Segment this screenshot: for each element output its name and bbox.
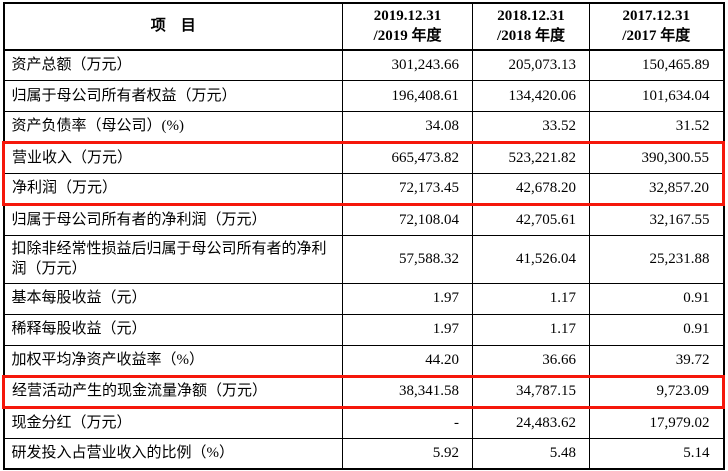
row-label: 基本每股收益（元） (3, 282, 343, 315)
row-value: 150,465.89 (589, 49, 724, 81)
table-row: 资产总额（万元） 301,243.66 205,073.13 150,465.89 (3, 49, 724, 81)
table-row: 资产负债率（母公司）(%) 34.08 33.52 31.52 (3, 111, 724, 143)
row-value: 72,173.45 (342, 173, 473, 206)
table-row: 加权平均净资产收益率（%） 44.20 36.66 39.72 (3, 344, 724, 377)
table-row: 基本每股收益（元） 1.97 1.17 0.91 (3, 282, 724, 315)
table-row: 研发投入占营业收入的比例（%） 5.92 5.48 5.14 (3, 437, 724, 470)
row-value: 301,243.66 (342, 49, 473, 81)
row-value: 1.17 (472, 282, 590, 315)
column-header-period-2019: 2019.12.31 /2019 年度 (342, 2, 473, 51)
row-label: 归属于母公司所有者的净利润（万元） (3, 204, 343, 236)
row-label: 经营活动产生的现金流量净额（万元） (2, 374, 343, 409)
row-value: 44.20 (342, 344, 473, 377)
row-value: 32,857.20 (589, 173, 725, 206)
row-label: 净利润（万元） (2, 173, 343, 206)
header-row: 项 目 2019.12.31 /2019 年度 2018.12.31 /2018… (3, 2, 724, 51)
row-value: 134,420.06 (472, 80, 590, 112)
row-value: 0.91 (589, 313, 724, 346)
table-row: 现金分红（万元） -24,483.62 17,979.02 (3, 406, 724, 439)
row-value: 34.08 (342, 111, 473, 143)
table-body: 资产总额（万元） 301,243.66 205,073.13 150,465.89 归属… (2, 49, 725, 470)
row-label: 稀释每股收益（元） (3, 313, 343, 346)
period-year: /2017 年度 (622, 28, 691, 45)
table-row: 净利润（万元） 72,173.45 42,678.20 32,857.20 (2, 173, 725, 206)
row-value: 57,588.32 (342, 235, 473, 284)
table-row: 经营活动产生的现金流量净额（万元） 38,341.58 34,787.15 9,723… (2, 374, 725, 409)
period-year: /2019 年度 (373, 28, 442, 45)
row-value: 0.91 (589, 282, 724, 315)
row-value: 32,167.55 (589, 204, 724, 236)
row-value: 34,787.15 (472, 374, 590, 409)
period-date: 2019.12.31 (373, 8, 442, 24)
row-value: 205,073.13 (472, 49, 590, 81)
row-value: 38,341.58 (342, 374, 473, 409)
row-value: 31.52 (589, 111, 724, 143)
row-value: 523,221.82 (472, 141, 590, 174)
row-value: 101,634.04 (589, 80, 724, 112)
row-value: 390,300.55 (589, 141, 725, 174)
column-header-period-2018: 2018.12.31 /2018 年度 (472, 2, 590, 51)
row-label: 扣除非经常性损益后归属于母公司所有者的净利润（万元） (3, 235, 343, 284)
row-value: 5.48 (472, 437, 590, 470)
row-value: 196,408.61 (342, 80, 473, 112)
row-value: 33.52 (472, 111, 590, 143)
table-row: 营业收入（万元） 665,473.82 523,221.82 390,300.55 (2, 141, 725, 174)
table-row: 归属于母公司所有者权益（万元） 196,408.61 134,420.06 101,6… (3, 80, 724, 112)
table-header: 项 目 2019.12.31 /2019 年度 2018.12.31 /2018… (3, 2, 724, 51)
row-label: 资产总额（万元） (3, 49, 343, 81)
row-label: 现金分红（万元） (3, 406, 343, 439)
table-row: 扣除非经常性损益后归属于母公司所有者的净利润（万元） 57,588.32 41,52… (3, 235, 724, 284)
row-label: 研发投入占营业收入的比例（%） (3, 437, 343, 470)
row-value: 665,473.82 (342, 141, 473, 174)
column-header-period-2017: 2017.12.31 /2017 年度 (589, 2, 724, 51)
period-year: /2018 年度 (497, 28, 565, 45)
row-value: 72,108.04 (342, 204, 473, 236)
row-value: 1.17 (472, 313, 590, 346)
row-value: 39.72 (589, 344, 724, 377)
row-label: 加权平均净资产收益率（%） (3, 344, 343, 377)
row-value: 1.97 (342, 282, 473, 315)
row-value: 24,483.62 (472, 406, 590, 439)
row-label: 归属于母公司所有者权益（万元） (3, 80, 343, 112)
period-date: 2017.12.31 (622, 8, 691, 24)
row-value: 17,979.02 (589, 406, 724, 439)
table-row: 归属于母公司所有者的净利润（万元） 72,108.04 42,705.61 32,16… (3, 204, 724, 236)
column-header-item: 项 目 (3, 2, 343, 51)
period-date: 2018.12.31 (497, 8, 565, 24)
row-value: 36.66 (472, 344, 590, 377)
table-row: 稀释每股收益（元） 1.97 1.17 0.91 (3, 313, 724, 346)
row-value: 5.14 (589, 437, 724, 470)
row-value: 42,678.20 (472, 173, 590, 206)
row-value: 1.97 (342, 313, 473, 346)
row-value: 5.92 (342, 437, 473, 470)
row-label: 资产负债率（母公司）(%) (3, 111, 343, 143)
row-value: 9,723.09 (589, 374, 725, 409)
row-value: 25,231.88 (589, 235, 724, 284)
row-value: 41,526.04 (472, 235, 590, 284)
row-value: 42,705.61 (472, 204, 590, 236)
row-value: - (342, 406, 473, 439)
row-label: 营业收入（万元） (2, 141, 343, 174)
